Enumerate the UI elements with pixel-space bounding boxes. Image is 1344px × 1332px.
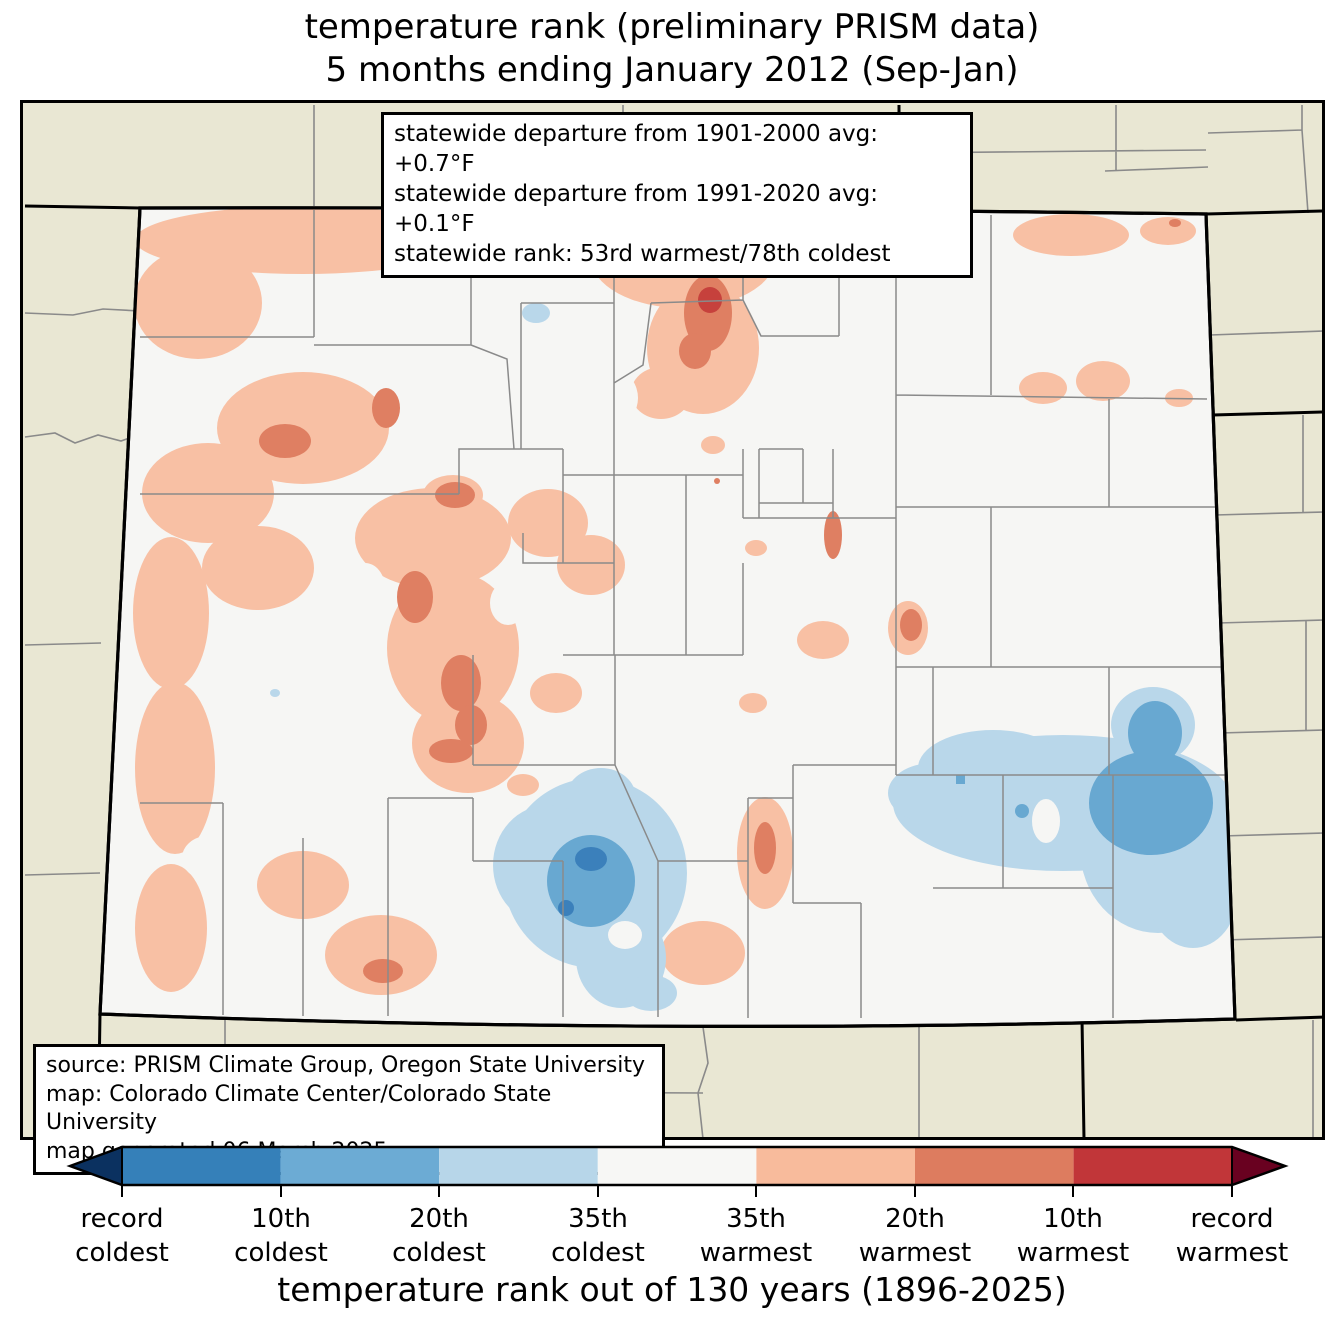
county-boundaries — [140, 210, 1235, 1018]
neutral-gaps-in-cold — [608, 799, 1060, 949]
colorbar — [66, 1145, 1289, 1197]
colorbar-label-20th-warmest: 20th warmest — [858, 1204, 972, 1268]
figure-title-line2: 5 months ending January 2012 (Sep-Jan) — [325, 49, 1019, 90]
colorbar-segment-35th-20th-warmest — [756, 1147, 915, 1185]
warm-20th-patches — [259, 219, 1181, 983]
neutral-gaps — [182, 278, 638, 880]
colorbar-ticks — [121, 1185, 1233, 1197]
colorbar-label-10th-warmest: 10th warmest — [1016, 1204, 1130, 1268]
colorbar-segment-10th-20th-coldest — [280, 1147, 440, 1185]
stats-departure-1991-2020: statewide departure from 1991-2020 avg: … — [394, 180, 878, 237]
colorbar-right-arrow — [1232, 1147, 1285, 1185]
stats-departure-1901-2000: statewide departure from 1901-2000 avg: … — [394, 121, 878, 177]
source-line: source: PRISM Climate Group, Oregon Stat… — [46, 1053, 646, 1078]
colorbar-segment-20th-35th-coldest — [439, 1147, 598, 1185]
colorbar-segment-20th-10th-warmest — [915, 1147, 1074, 1185]
colorbar-segment-10th-warmest-to-record — [1073, 1147, 1232, 1185]
cold-10th-cores — [558, 847, 607, 916]
colorbar-label-35th-warmest: 35th warmest — [699, 1204, 813, 1268]
colorbar-label-record-warmest: record warmest — [1175, 1204, 1289, 1268]
map-frame: statewide departure from 1901-2000 avg: … — [20, 100, 1325, 1176]
warm-10th-core — [698, 287, 722, 313]
colorbar-label-20th-coldest: 20th coldest — [392, 1204, 486, 1268]
colorbar-left-arrow — [70, 1147, 122, 1185]
colorbar-label-35th-coldest: 35th coldest — [551, 1204, 645, 1268]
colorbar-label-record-coldest: record coldest — [75, 1204, 169, 1268]
colorbar-segment-record-to-10th-coldest — [122, 1147, 281, 1185]
colorbar-axis-label: temperature rank out of 130 years (1896-… — [277, 1270, 1067, 1309]
map-credit-line: map: Colorado Climate Center/Colorado St… — [46, 1081, 552, 1136]
colorbar-segment-middle — [597, 1147, 757, 1185]
colorbar-label-10th-coldest: 10th coldest — [234, 1204, 328, 1268]
figure-title-line1: temperature rank (preliminary PRISM data… — [304, 7, 1040, 47]
statewide-stats-box: statewide departure from 1901-2000 avg: … — [381, 112, 973, 279]
stats-rank: statewide rank: 53rd warmest/78th coldes… — [394, 240, 891, 267]
figure-title: temperature rank (preliminary PRISM data… — [0, 6, 1344, 92]
